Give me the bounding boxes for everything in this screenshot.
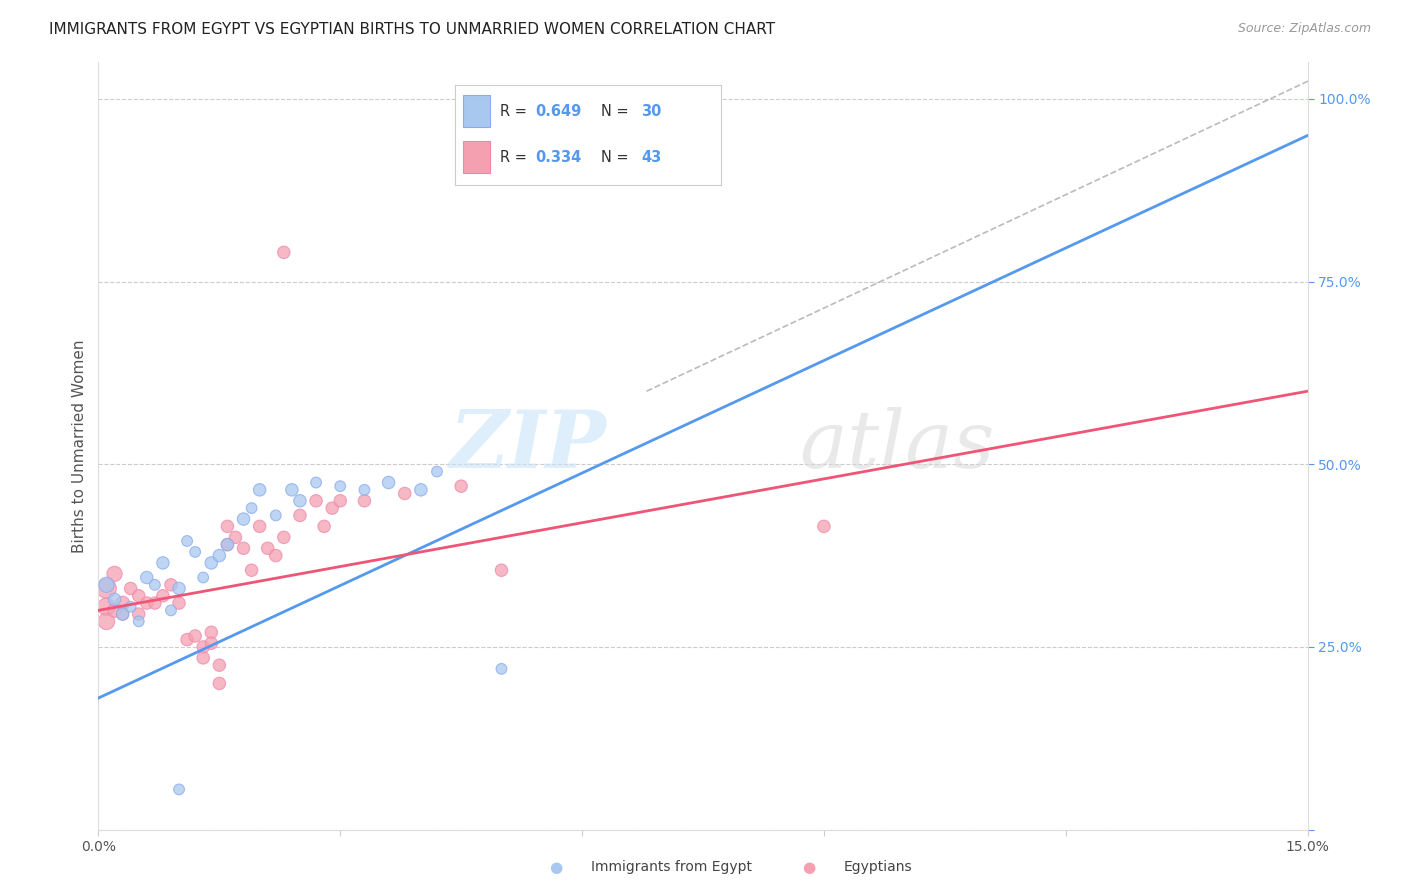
Point bbox=[232, 541, 254, 556]
Point bbox=[96, 582, 118, 596]
Point bbox=[120, 582, 142, 596]
Point bbox=[128, 607, 150, 621]
Point bbox=[288, 493, 311, 508]
Point bbox=[193, 640, 215, 654]
Point bbox=[217, 538, 239, 552]
Point bbox=[377, 475, 399, 490]
Text: atlas: atlas bbox=[800, 408, 995, 484]
Point bbox=[305, 475, 328, 490]
Point bbox=[208, 676, 231, 690]
Point bbox=[256, 541, 278, 556]
Text: Source: ZipAtlas.com: Source: ZipAtlas.com bbox=[1237, 22, 1371, 36]
Point bbox=[167, 582, 190, 596]
Y-axis label: Births to Unmarried Women: Births to Unmarried Women bbox=[72, 339, 87, 553]
Point bbox=[240, 563, 263, 577]
Point bbox=[200, 556, 222, 570]
Point bbox=[491, 563, 513, 577]
Text: ●: ● bbox=[801, 860, 815, 874]
Point bbox=[103, 603, 125, 617]
Point bbox=[273, 245, 295, 260]
Point bbox=[273, 530, 295, 544]
Text: Egyptians: Egyptians bbox=[844, 860, 912, 874]
Point bbox=[264, 508, 287, 523]
Point bbox=[288, 508, 311, 523]
Point bbox=[264, 549, 287, 563]
Point bbox=[135, 570, 157, 584]
Point bbox=[152, 589, 174, 603]
Point bbox=[426, 465, 449, 479]
Point bbox=[135, 596, 157, 610]
Point bbox=[353, 483, 375, 497]
Point bbox=[305, 493, 328, 508]
Point bbox=[96, 599, 118, 614]
Point bbox=[176, 632, 198, 647]
Point bbox=[217, 538, 239, 552]
Point bbox=[208, 658, 231, 673]
Point bbox=[128, 615, 150, 629]
Point bbox=[353, 493, 375, 508]
Point bbox=[184, 629, 207, 643]
Point bbox=[167, 596, 190, 610]
Point bbox=[160, 603, 183, 617]
Point bbox=[111, 607, 134, 621]
Point bbox=[111, 596, 134, 610]
Point bbox=[176, 533, 198, 548]
Text: IMMIGRANTS FROM EGYPT VS EGYPTIAN BIRTHS TO UNMARRIED WOMEN CORRELATION CHART: IMMIGRANTS FROM EGYPT VS EGYPTIAN BIRTHS… bbox=[49, 22, 775, 37]
Point bbox=[394, 486, 416, 500]
Point bbox=[321, 501, 343, 516]
Point bbox=[120, 599, 142, 614]
Text: ●: ● bbox=[548, 860, 562, 874]
Point bbox=[103, 566, 125, 581]
Point bbox=[96, 615, 118, 629]
Point bbox=[184, 545, 207, 559]
Point bbox=[329, 479, 352, 493]
Text: ZIP: ZIP bbox=[450, 408, 606, 484]
Point bbox=[103, 592, 125, 607]
Point bbox=[249, 483, 271, 497]
Point bbox=[217, 519, 239, 533]
Point bbox=[240, 501, 263, 516]
Point bbox=[281, 483, 304, 497]
Point bbox=[160, 578, 183, 592]
Point bbox=[329, 493, 352, 508]
Point bbox=[96, 578, 118, 592]
Point bbox=[111, 607, 134, 621]
Point bbox=[450, 479, 472, 493]
Point bbox=[143, 578, 166, 592]
Point bbox=[128, 589, 150, 603]
Text: Immigrants from Egypt: Immigrants from Egypt bbox=[591, 860, 752, 874]
Point bbox=[813, 519, 835, 533]
Point bbox=[143, 596, 166, 610]
Point bbox=[314, 519, 336, 533]
Point bbox=[152, 556, 174, 570]
Point bbox=[167, 782, 190, 797]
Point bbox=[224, 530, 246, 544]
Point bbox=[208, 549, 231, 563]
Point bbox=[249, 519, 271, 533]
Point bbox=[232, 512, 254, 526]
Point bbox=[193, 651, 215, 665]
Point bbox=[409, 483, 432, 497]
Point bbox=[200, 636, 222, 650]
Point bbox=[200, 625, 222, 640]
Point bbox=[491, 662, 513, 676]
Point bbox=[193, 570, 215, 584]
